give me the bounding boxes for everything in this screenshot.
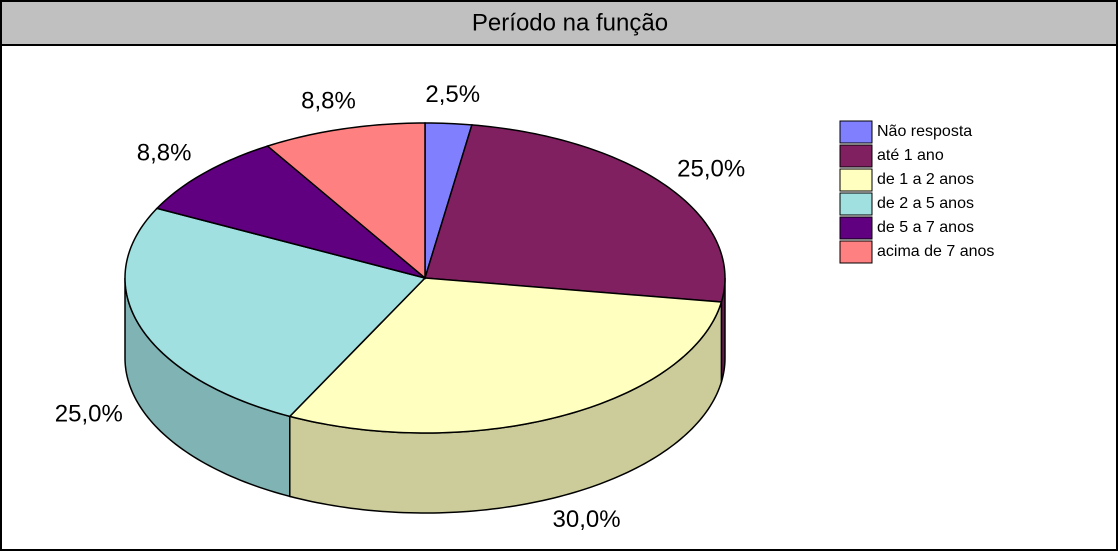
legend-swatch [839,168,873,192]
legend-swatch [839,120,873,144]
legend-label: até 1 ano [877,147,944,164]
legend-label: acima de 7 anos [877,243,994,260]
data-label: 25,0% [677,156,745,183]
legend-label: de 2 a 5 anos [877,195,974,212]
data-label: 2,5% [425,81,480,108]
legend-label: Não resposta [877,123,972,140]
legend-swatch [839,144,873,168]
data-label: 30,0% [553,506,621,533]
title-bar [0,0,1118,46]
legend-swatch [839,192,873,216]
slice [155,145,426,279]
slice [424,124,726,303]
legend-label: de 5 a 7 anos [877,219,974,236]
data-label: 25,0% [55,401,123,428]
legend-swatch [839,216,873,240]
slice [124,207,427,418]
slice [288,277,723,434]
chart-title: Período na função [472,9,668,36]
legend-swatch [839,240,873,264]
data-label: 8,8% [301,87,356,114]
slice [266,122,426,280]
legend-label: de 1 a 2 anos [877,171,974,188]
data-label: 8,8% [137,140,192,167]
